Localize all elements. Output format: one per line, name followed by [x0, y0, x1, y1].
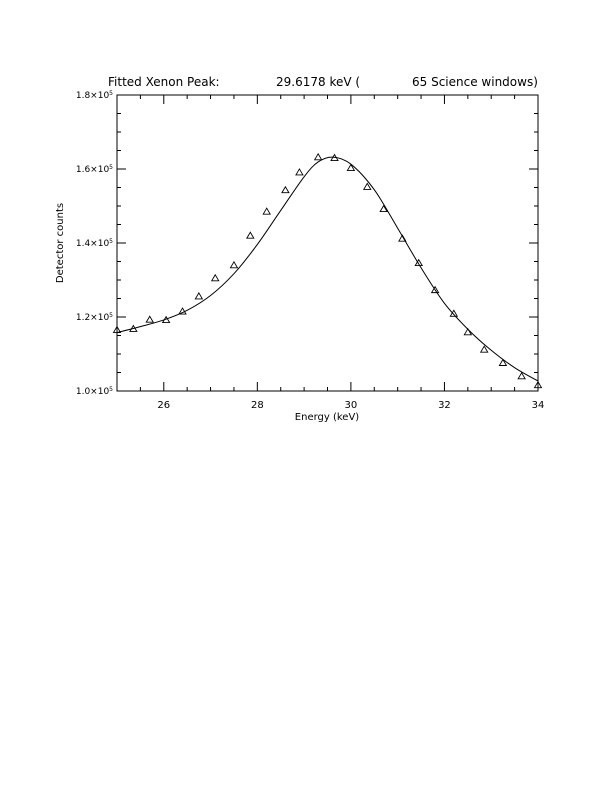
data-point-marker	[479, 345, 489, 353]
x-axis: 26 28 30 32 34	[116, 95, 545, 411]
data-point-marker	[178, 307, 187, 315]
data-point-marker	[145, 315, 155, 323]
data-point-marker	[262, 207, 271, 215]
data-point-marker	[430, 285, 440, 294]
data-point-marker	[379, 204, 388, 213]
chart-title: Fitted Xenon Peak: 29.6178 keV ( 65 Scie…	[108, 75, 538, 89]
title-right: 65 Science windows)	[412, 75, 538, 89]
y-tick-label: 1.8×105	[76, 90, 113, 102]
data-point-marker	[517, 371, 526, 380]
plot-frame	[116, 94, 539, 392]
x-axis-label: Energy (keV)	[295, 412, 360, 423]
x-tick-label: 34	[532, 400, 545, 411]
y-axis: 1.0×105 1.2×105 1.4×105 1.6×105 1.8×105	[76, 90, 538, 398]
data-point-marker	[295, 168, 304, 176]
fit-curve	[117, 156, 538, 382]
x-tick-label: 32	[438, 400, 451, 411]
x-tick-label: 28	[251, 400, 264, 411]
y-tick-label: 1.0×105	[76, 386, 113, 398]
data-point-marker	[414, 258, 424, 267]
data-point-marker	[281, 185, 290, 194]
x-tick-label: 30	[345, 400, 358, 411]
x-tick-label: 26	[157, 400, 170, 411]
data-point-marker	[112, 325, 122, 334]
data-point-marker	[210, 273, 220, 282]
data-point-marker	[498, 358, 508, 366]
data-point-marker	[533, 380, 543, 389]
data-point-marker	[246, 231, 255, 239]
y-tick-label: 1.4×105	[76, 238, 113, 250]
data-point-marker	[362, 182, 372, 190]
data-point-marker	[449, 309, 459, 317]
data-point-marker	[313, 152, 323, 161]
y-axis-label: Detector counts	[55, 203, 66, 283]
plot-content	[112, 152, 543, 389]
title-left: Fitted Xenon Peak:	[108, 75, 220, 89]
data-point-marker	[463, 327, 473, 336]
y-tick-label: 1.6×105	[76, 164, 113, 176]
title-value: 29.6178 keV (	[276, 75, 360, 89]
y-tick-label: 1.2×105	[76, 312, 113, 324]
data-point-marker	[229, 260, 239, 269]
data-point-marker	[194, 292, 204, 300]
data-point-marker	[346, 163, 356, 171]
